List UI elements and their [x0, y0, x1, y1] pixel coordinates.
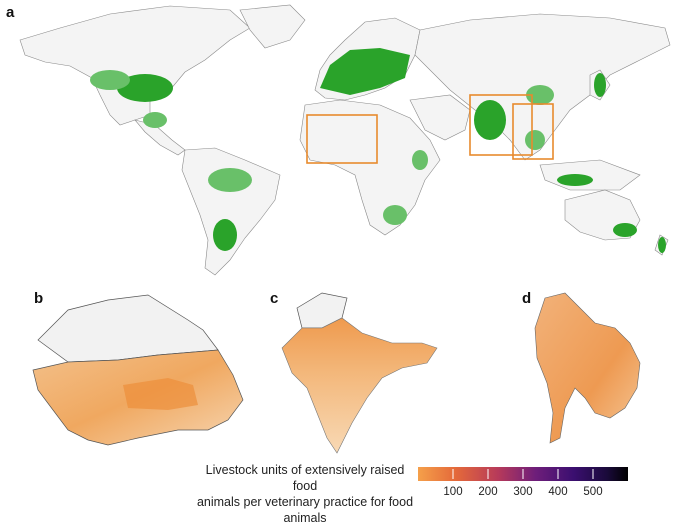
north-america-landmass — [19, 5, 251, 126]
inset-box-se-asia — [512, 103, 554, 160]
colorbar-tick-500: 500 — [583, 486, 603, 498]
india-map — [281, 292, 438, 454]
inset-box-india — [469, 94, 533, 156]
panel-label-c: c — [270, 290, 279, 307]
legend-title-line1: Livestock units of extensively raised fo… — [205, 463, 405, 493]
panel-label-d: d — [522, 290, 532, 307]
green-japan — [594, 73, 606, 97]
se-asia-shaded — [534, 292, 641, 444]
green-nz — [658, 237, 666, 253]
green-us-east — [117, 74, 173, 102]
green-indonesia — [557, 174, 593, 186]
green-south-africa — [383, 205, 407, 225]
green-china — [526, 85, 554, 105]
colorbar-tick-200: 200 — [478, 486, 498, 498]
india-shaded — [281, 317, 438, 454]
panel-label-a: a — [6, 4, 15, 21]
middle-east — [409, 94, 471, 141]
south-america-landmass — [181, 147, 281, 276]
green-europe — [320, 48, 410, 95]
legend-colorbar — [418, 467, 628, 481]
legend-title-line2: animals per veterinary practice for food… — [196, 495, 414, 525]
green-east-africa — [412, 150, 428, 170]
green-aus-se — [613, 223, 637, 237]
west-africa-hotspot — [123, 378, 198, 410]
se-asia-map — [534, 292, 641, 444]
green-argentina — [213, 219, 237, 251]
green-presence-areas — [90, 48, 666, 253]
colorbar-tick-100: 100 — [443, 486, 463, 498]
inset-box-west-africa — [306, 114, 378, 164]
green-brazil — [208, 168, 252, 192]
legend-title: Livestock units of extensively raised fo… — [195, 462, 415, 526]
world-map — [19, 4, 671, 276]
panel-label-b: b — [34, 290, 44, 307]
green-india — [474, 100, 506, 140]
colorbar-tick-400: 400 — [548, 486, 568, 498]
sea-islands — [539, 159, 641, 191]
colorbar-tick-300: 300 — [513, 486, 533, 498]
green-se-asia — [525, 130, 545, 150]
green-us-west — [90, 70, 130, 90]
greenland — [239, 4, 306, 49]
colorbar-tick-marks — [452, 469, 594, 479]
green-mexico — [143, 112, 167, 128]
west-africa-map — [32, 294, 244, 446]
